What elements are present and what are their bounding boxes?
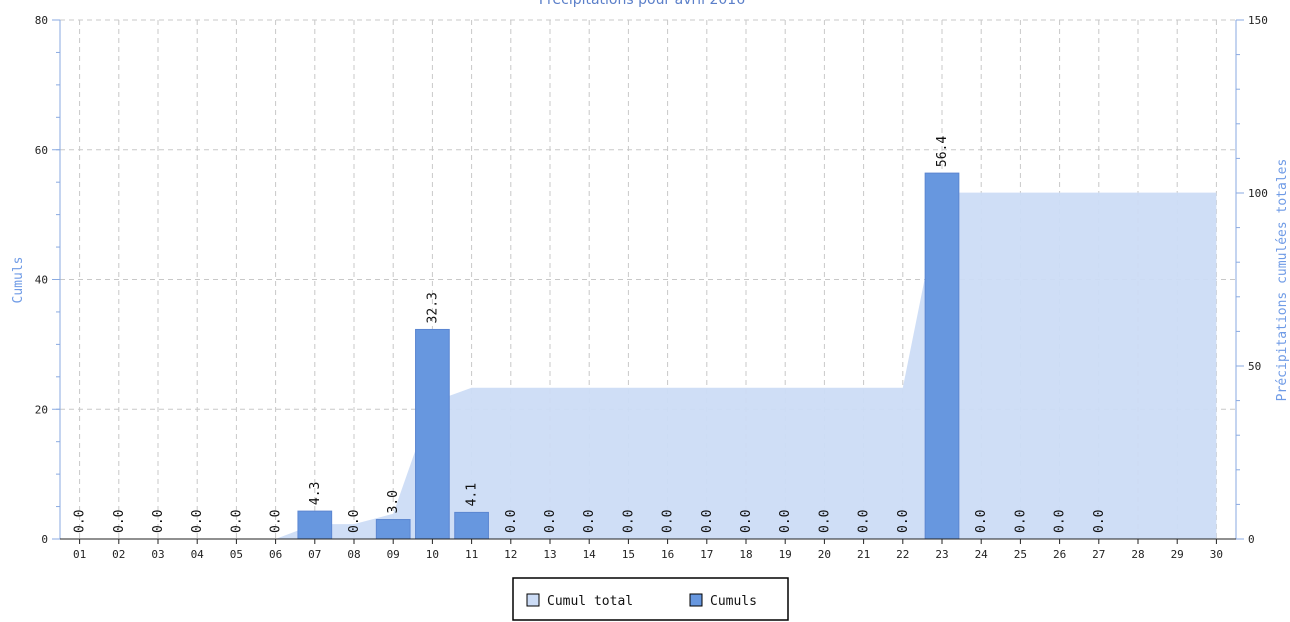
data-label-day-15: 0.0 [621,510,636,533]
data-label-day-26: 0.0 [1053,510,1068,533]
data-label-day-04: 0.0 [190,510,205,533]
x-tick-label: 24 [975,548,989,561]
data-label-day-24: 0.0 [974,510,989,533]
x-tick-label: 18 [739,548,752,561]
data-label-day-08: 0.0 [347,510,362,533]
right-axis-ticks: 0 50 100 150 [1236,14,1268,546]
x-tick-label: 14 [583,548,597,561]
x-tick-label: 05 [230,548,243,561]
x-tick-label: 03 [151,548,164,561]
data-label-day-10: 32.3 [425,292,440,323]
data-label-day-01: 0.0 [73,510,88,533]
left-tick-label: 80 [35,14,48,27]
bar-day-09 [375,519,411,540]
data-label-day-19: 0.0 [778,510,793,533]
data-label-day-25: 0.0 [1013,510,1028,533]
left-tick-label: 40 [35,274,48,287]
x-tick-label: 27 [1092,548,1105,561]
left-tick-label: 0 [41,533,48,546]
x-tick-label: 15 [622,548,635,561]
data-label-day-07: 4.3 [308,482,323,505]
bar-day-11 [454,511,489,540]
left-axis-label: Cumuls [11,257,26,304]
data-label-day-05: 0.0 [229,510,244,533]
x-tick-label: 12 [504,548,517,561]
legend-swatch-cumul-total [526,593,540,607]
right-tick-label: 0 [1248,533,1255,546]
cumul-total-area-path [79,192,1217,540]
data-label-day-27: 0.0 [1092,510,1107,533]
data-label-day-13: 0.0 [543,510,558,533]
left-tick-label: 20 [35,403,48,416]
data-label-day-22: 0.0 [896,510,911,533]
data-label-day-18: 0.0 [739,510,754,533]
data-label-day-11: 4.1 [465,483,480,506]
chart-title: Précipitations pour avril 2016 [539,0,745,8]
right-tick-label: 50 [1248,360,1261,373]
data-label-day-12: 0.0 [504,510,519,533]
x-tick-label: 28 [1131,548,1144,561]
data-label-day-03: 0.0 [151,510,166,533]
cumul-total-area [79,192,1217,540]
x-tick-label: 06 [269,548,282,561]
legend-label-cumuls: Cumuls [710,594,757,609]
x-tick-label: 10 [426,548,439,561]
left-tick-label: 60 [35,144,48,157]
data-label-day-23: 56.4 [935,136,950,167]
data-label-day-06: 0.0 [269,510,284,533]
data-label-day-09: 3.0 [386,490,401,513]
legend-box [512,577,789,621]
data-label-day-17: 0.0 [700,510,715,533]
legend-label-cumul-total: Cumul total [547,594,633,609]
x-tick-label: 22 [896,548,909,561]
x-tick-label: 29 [1171,548,1184,561]
bar-day-23 [924,172,960,540]
bar-data-labels: 0.0 0.0 0.0 0.0 0.0 0.0 4.3 0.0 3.0 32.3 4.1 0.0 0.0… [73,136,1107,533]
right-tick-label: 100 [1248,187,1268,200]
left-axis-ticks: 0 20 40 60 80 [35,14,60,546]
data-label-day-21: 0.0 [857,510,872,533]
bar-day-07 [297,510,333,540]
x-tick-label: 04 [191,548,205,561]
x-tick-label: 26 [1053,548,1066,561]
right-tick-label: 150 [1248,14,1268,27]
x-tick-label: 16 [661,548,674,561]
x-tick-label: 19 [779,548,792,561]
x-tick-label: 11 [465,548,478,561]
x-tick-label: 17 [700,548,713,561]
x-tick-label: 30 [1210,548,1223,561]
x-tick-label: 01 [73,548,86,561]
x-tick-label: 09 [387,548,400,561]
data-label-day-02: 0.0 [112,510,127,533]
x-tick-label: 08 [347,548,360,561]
x-axis-ticks: 01 02 03 04 05 06 07 08 09 10 11 12 13 14 15 16 17 18 19 20… [73,539,1223,561]
x-tick-label: 23 [935,548,948,561]
x-tick-label: 13 [543,548,556,561]
x-tick-label: 21 [857,548,870,561]
bar-day-10 [415,328,450,540]
legend-swatch-cumuls [689,593,703,607]
x-tick-label: 25 [1014,548,1027,561]
right-axis-label: Précipitations cumulées totales [1275,159,1290,402]
x-tick-label: 02 [112,548,125,561]
data-label-day-20: 0.0 [817,510,832,533]
x-tick-label: 07 [308,548,321,561]
x-tick-label: 20 [818,548,831,561]
legend: Cumul total Cumuls [512,577,789,621]
data-label-day-16: 0.0 [661,510,676,533]
data-label-day-14: 0.0 [582,510,597,533]
